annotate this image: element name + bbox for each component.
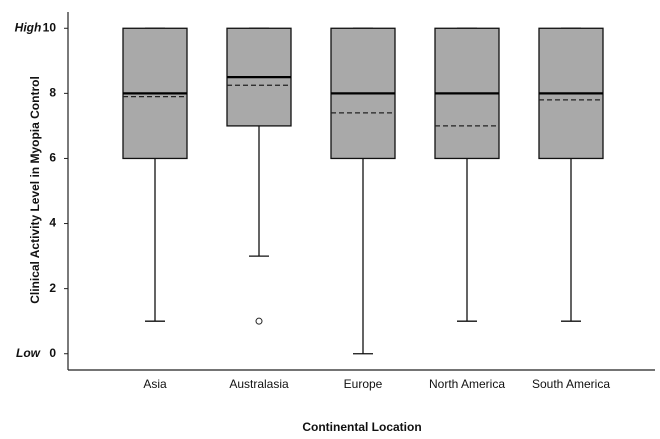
x-axis-title: Continental Location <box>302 420 421 434</box>
x-tick-label: Asia <box>143 377 167 391</box>
outlier <box>255 317 263 325</box>
y-tick-label: 10 <box>43 20 57 34</box>
y-axis-title: Clinical Activity Level in Myopia Contro… <box>28 76 42 304</box>
y-tick-label: 2 <box>49 281 56 295</box>
level-label: High <box>15 20 42 34</box>
x-tick-label: Europe <box>344 377 383 391</box>
x-tick-label: South America <box>532 377 610 391</box>
y-tick-label: 4 <box>49 216 56 230</box>
y-tick-label: 6 <box>49 151 56 165</box>
level-label: Low <box>16 346 41 360</box>
x-tick-label: Australasia <box>229 377 289 391</box>
x-tick-label: North America <box>429 377 505 391</box>
y-tick-label: 0 <box>49 346 56 360</box>
y-tick-label: 8 <box>49 86 56 100</box>
